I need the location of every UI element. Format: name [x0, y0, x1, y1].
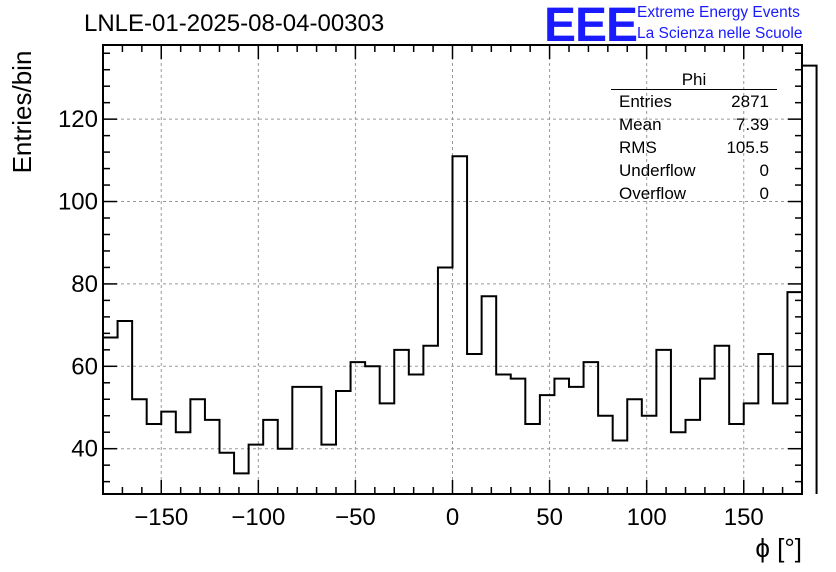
stats-row-entries: Entries 2871: [611, 90, 777, 113]
x-tick-label: 150: [724, 504, 764, 531]
x-axis-label: ϕ [°]: [755, 533, 802, 563]
stats-label: Underflow: [619, 161, 696, 180]
stats-row-underflow: Underflow 0: [611, 159, 777, 182]
stats-label: Entries: [619, 92, 672, 111]
histogram-outline: [102, 64, 818, 494]
grid-lines: [103, 45, 802, 494]
stats-row-overflow: Overflow 0: [611, 182, 777, 205]
stats-label: Mean: [619, 115, 662, 134]
y-tick-label: 100: [58, 189, 98, 216]
x-tick-label: 0: [446, 504, 459, 531]
y-tick-label: 120: [58, 106, 98, 133]
eee-logo: EEE: [544, 0, 638, 52]
stats-value: 0: [759, 184, 769, 203]
axis-ticks: [103, 45, 802, 494]
logo-line-1: Extreme Energy Events: [637, 4, 800, 21]
x-tick-label: −100: [231, 504, 285, 531]
x-tick-label: 100: [627, 504, 667, 531]
y-tick-label: 60: [71, 353, 98, 380]
chart-title: LNLE-01-2025-08-04-00303: [84, 10, 385, 37]
y-tick-label: 40: [71, 436, 98, 463]
stats-label: Overflow: [619, 184, 687, 203]
stats-value: 2871: [731, 92, 769, 111]
tick-labels: −150 −100 −50 0 50 100 150 40 60 80 100 120: [58, 106, 764, 531]
stats-label: RMS: [619, 138, 657, 157]
x-tick-label: −150: [134, 504, 188, 531]
stats-value: 0: [759, 161, 769, 180]
stats-title: Phi: [611, 70, 777, 90]
stats-value: 105.5: [726, 138, 769, 157]
x-tick-label: −50: [335, 504, 376, 531]
stats-row-mean: Mean 7.39: [611, 113, 777, 136]
stats-box: Phi Entries 2871 Mean 7.39 RMS 105.5 Und…: [611, 70, 777, 205]
y-axis-label: Entries/bin: [7, 51, 37, 174]
stats-value: 7.39: [735, 115, 769, 134]
stats-row-rms: RMS 105.5: [611, 136, 777, 159]
x-tick-label: 50: [536, 504, 563, 531]
y-tick-label: 80: [71, 271, 98, 298]
logo-line-2: La Scienza nelle Scuole: [637, 25, 803, 42]
